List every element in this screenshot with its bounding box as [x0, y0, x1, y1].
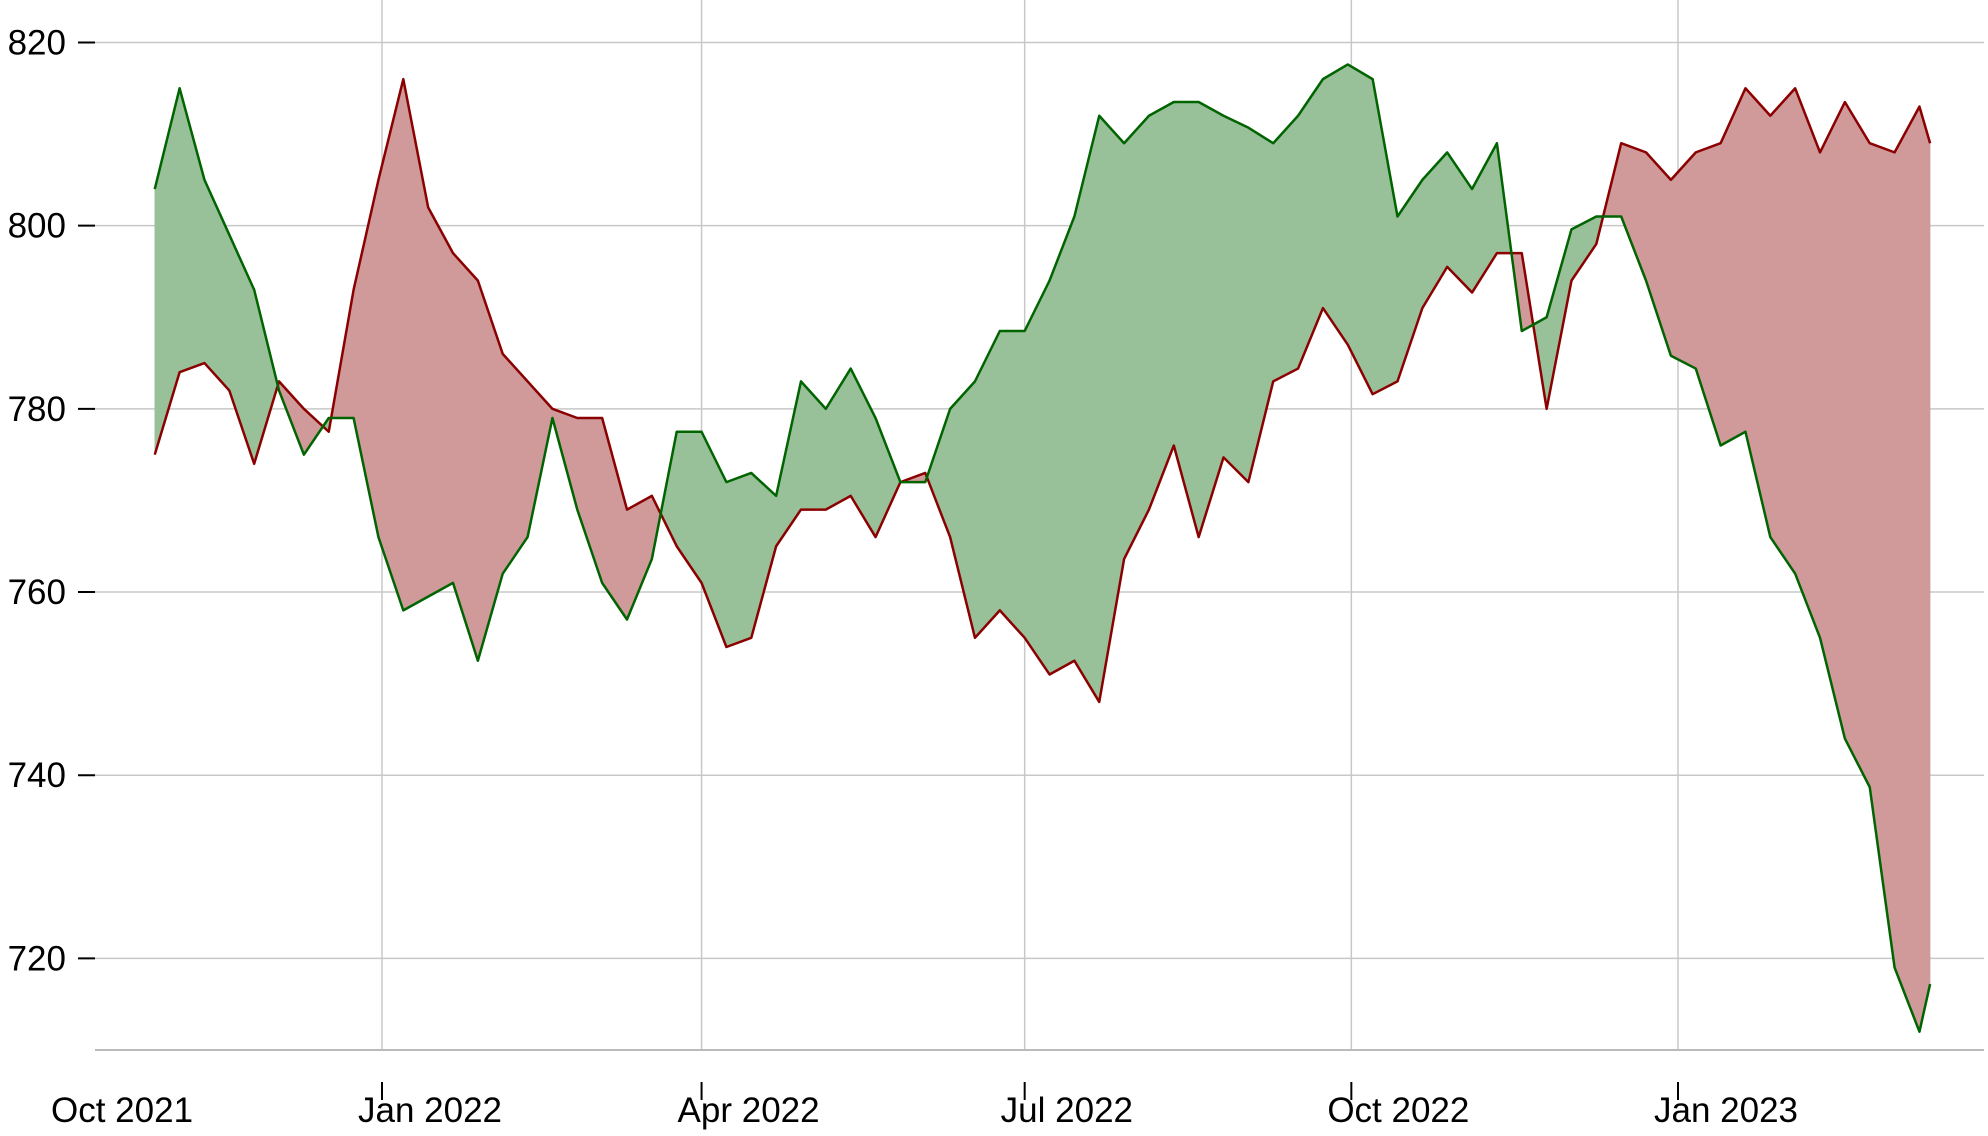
x-tick-label: Jul 2022 [1001, 1091, 1133, 1130]
green-fill-segment [875, 417, 901, 538]
y-tick-label: 740 [8, 756, 66, 795]
green-fill-segment [1322, 64, 1349, 346]
green-fill-segment [1297, 78, 1324, 369]
green-fill-segment [1223, 115, 1249, 483]
green-fill-segment [726, 472, 752, 648]
red-fill-segment [1844, 101, 1870, 788]
x-tick-label: Jan 2023 [1654, 1091, 1798, 1130]
red-fill-segment [1620, 142, 1647, 281]
red-fill-segment [1770, 87, 1796, 575]
y-tick-label: 760 [8, 573, 66, 612]
green-fill-segment [1173, 101, 1199, 538]
green-fill-segment [1347, 64, 1373, 395]
green-fill-segment [1148, 101, 1175, 510]
red-fill-segment [1869, 142, 1895, 968]
green-fill-segment [1049, 216, 1075, 675]
red-fill-segment [1794, 88, 1821, 638]
green-fill-segment [1272, 115, 1299, 382]
green-fill-segment [999, 330, 1025, 639]
red-fill-segment [1819, 101, 1846, 739]
green-fill-segment [676, 431, 702, 584]
green-fill-segment [1024, 280, 1050, 676]
red-fill-segment [427, 207, 454, 598]
green-fill-segment [1372, 79, 1398, 395]
series-lines [153, 63, 1932, 1033]
x-tick-label: Oct 2021 [51, 1091, 193, 1130]
green-fill-segment [1098, 115, 1125, 702]
green-fill-segment [800, 380, 827, 510]
red-fill-segment [1745, 87, 1771, 538]
red-fill-segment [1695, 142, 1721, 446]
x-tick-label: Oct 2022 [1327, 1091, 1469, 1130]
green-fill-segment [253, 289, 279, 464]
red-fill-segment [1919, 106, 1931, 1032]
red-fill-segment [1720, 88, 1746, 446]
green-fill-segment [1123, 115, 1150, 560]
green-fill-segment [204, 179, 230, 392]
green-fill-segment [949, 380, 976, 638]
red-series-line [153, 77, 1932, 704]
red-fill-segment [452, 252, 479, 661]
red-fill-segment [577, 417, 603, 583]
axes: 720 740 760 780 800 820 Oct 2021 Jan 2022 Apr 20… [8, 23, 1984, 1130]
fill-between-areas [154, 64, 1931, 1032]
y-tick-label: 800 [8, 207, 66, 246]
red-fill-segment [477, 280, 503, 661]
y-tick-label: 820 [8, 23, 66, 62]
red-fill-segment [1670, 151, 1697, 369]
green-series-line [153, 63, 1932, 1033]
red-fill-segment [626, 495, 653, 620]
y-tick-label: 720 [8, 939, 66, 978]
x-tick-label: Jan 2022 [358, 1091, 502, 1130]
green-fill-segment [775, 381, 802, 548]
y-tick-label: 780 [8, 390, 66, 429]
x-tick-label: Apr 2022 [678, 1091, 820, 1130]
green-fill-segment [926, 408, 951, 538]
green-fill-segment [974, 330, 1001, 639]
red-fill-segment [1645, 151, 1672, 356]
green-fill-segment [1546, 229, 1572, 409]
red-fill-segment [1894, 106, 1920, 1032]
red-fill-segment [403, 79, 429, 611]
